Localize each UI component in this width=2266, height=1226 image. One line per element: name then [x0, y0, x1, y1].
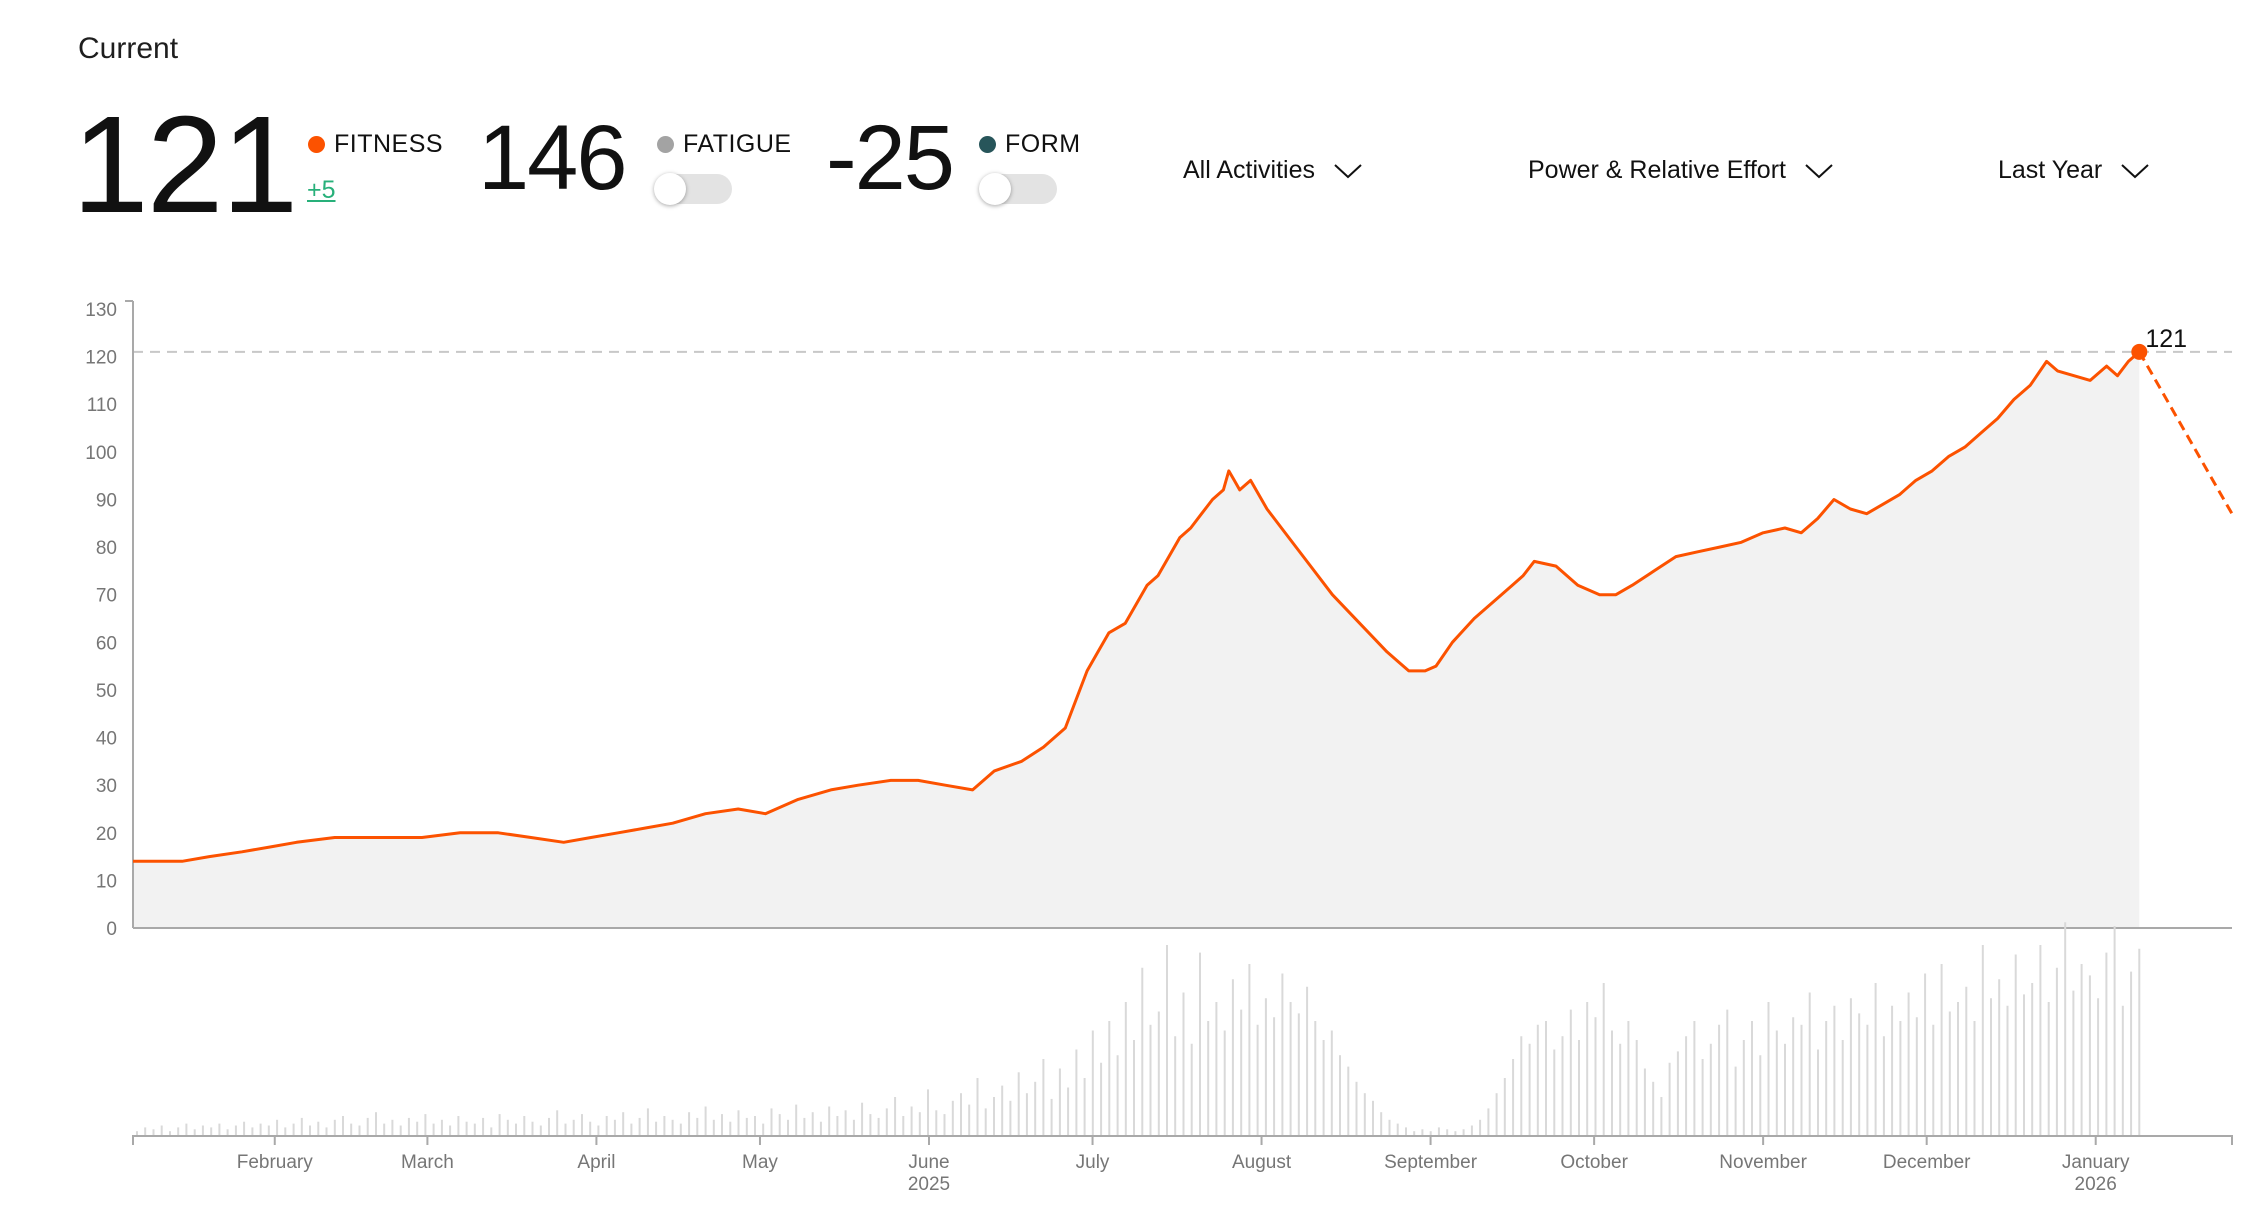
current-point: [2131, 343, 2148, 360]
fitness-line: [133, 350, 2141, 863]
fitness-area: [133, 351, 2140, 928]
y-tick-label: 0: [106, 919, 117, 940]
y-tick-label: 80: [96, 538, 117, 559]
form-value: -25: [826, 107, 955, 209]
y-tick-label: 70: [96, 586, 117, 607]
y-tick-label: 60: [96, 633, 117, 654]
month-label: July: [1076, 1152, 1110, 1173]
year-label: 2026: [2075, 1174, 2117, 1195]
form-dot-icon: [979, 136, 996, 153]
month-label: May: [742, 1152, 778, 1173]
month-label: September: [1384, 1152, 1478, 1173]
current-point-label: 121: [2145, 325, 2187, 353]
chevron-down-icon: [2121, 163, 2149, 178]
form-toggle[interactable]: [979, 173, 1057, 205]
chevron-down-icon: [1805, 163, 1833, 178]
y-tick-label: 50: [96, 681, 117, 702]
fitness-label: FITNESS: [334, 130, 444, 158]
month-label: April: [577, 1152, 615, 1173]
chevron-down-icon: [1334, 163, 1362, 178]
fatigue-toggle[interactable]: [654, 173, 732, 205]
fatigue-label: FATIGUE: [683, 130, 792, 158]
month-label: February: [237, 1152, 314, 1173]
fitness-delta-link[interactable]: +5: [307, 176, 336, 204]
fitness-projection-line: [2138, 351, 2234, 515]
y-tick-label: 10: [96, 871, 117, 892]
fitness-dot-icon: [308, 136, 325, 153]
month-label: October: [1560, 1152, 1628, 1173]
form-label: FORM: [1005, 130, 1081, 158]
form-legend: FORM: [979, 130, 1081, 159]
month-label: December: [1883, 1152, 1971, 1173]
metric-dropdown[interactable]: Power & Relative Effort: [1528, 156, 1834, 185]
metric-dropdown-label: Power & Relative Effort: [1528, 156, 1786, 184]
fatigue-dot-icon: [657, 136, 674, 153]
y-tick-label: 90: [96, 490, 117, 511]
current-label: Current: [78, 32, 179, 65]
year-label: 2025: [908, 1174, 950, 1195]
month-label: March: [401, 1152, 454, 1173]
range-dropdown-label: Last Year: [1998, 156, 2103, 184]
toggle-knob: [654, 173, 686, 205]
y-tick-label: 100: [85, 443, 117, 464]
y-tick-label: 20: [96, 824, 117, 845]
month-label: January: [2062, 1152, 2130, 1173]
y-tick-label: 120: [85, 348, 117, 369]
fatigue-legend: FATIGUE: [657, 130, 792, 159]
y-tick-label: 130: [85, 300, 117, 321]
y-tick-label: 30: [96, 776, 117, 797]
fitness-value: 121: [72, 88, 298, 242]
fitness-legend: FITNESS: [308, 130, 443, 159]
y-tick-label: 110: [87, 395, 117, 416]
fatigue-value: 146: [478, 107, 627, 209]
activities-dropdown[interactable]: All Activities: [1183, 156, 1363, 185]
range-dropdown[interactable]: Last Year: [1998, 156, 2150, 185]
y-tick-label: 40: [96, 729, 117, 750]
month-label: June: [908, 1152, 949, 1173]
month-label: August: [1232, 1152, 1292, 1173]
toggle-knob: [979, 173, 1011, 205]
activities-dropdown-label: All Activities: [1183, 156, 1315, 184]
month-label: November: [1719, 1152, 1807, 1173]
